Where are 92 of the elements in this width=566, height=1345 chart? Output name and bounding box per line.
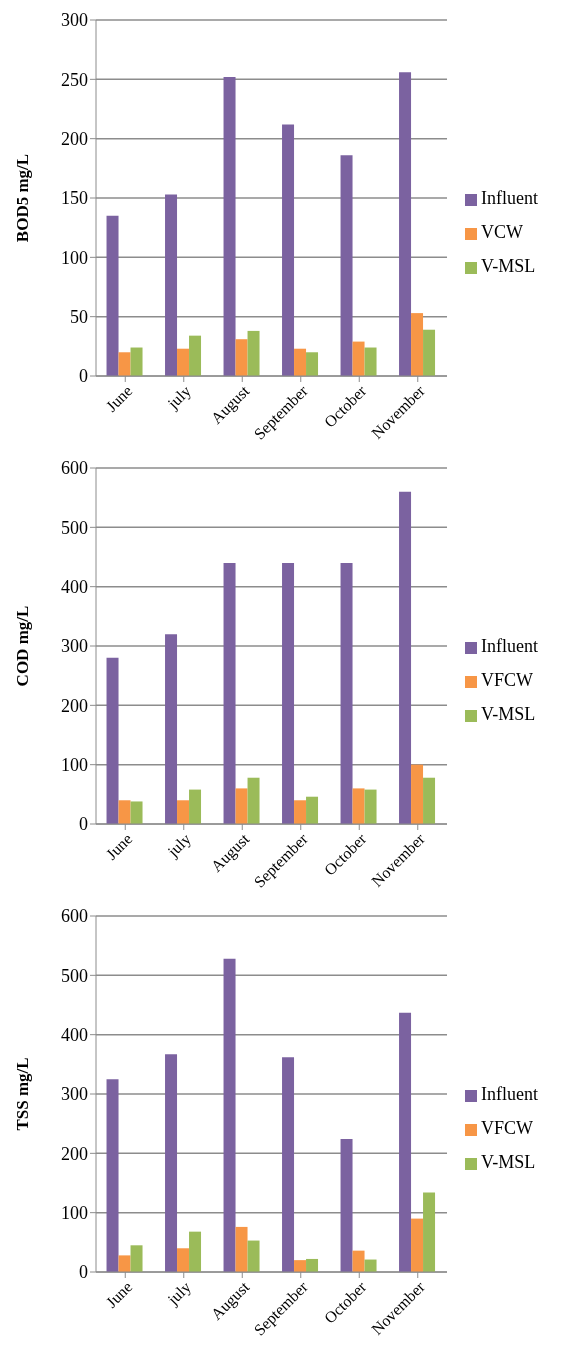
y-tick-label: 300: [61, 10, 88, 31]
bar: [411, 764, 424, 824]
x-tick-label: June: [102, 382, 136, 415]
bar: [165, 1054, 178, 1272]
y-tick-label: 300: [61, 1084, 88, 1105]
bar: [340, 562, 353, 824]
legend-label: VFCW: [481, 1118, 534, 1138]
y-tick-label: 400: [61, 1025, 88, 1046]
y-tick-label: 0: [79, 814, 88, 835]
bar: [165, 634, 178, 824]
y-tick-label: 100: [61, 247, 88, 268]
bar: [294, 348, 307, 376]
y-axis-title: TSS mg/L: [13, 1057, 33, 1131]
legend-label: Influent: [481, 636, 538, 656]
x-tick-label: June: [102, 830, 136, 863]
bar: [118, 352, 131, 376]
bar: [189, 1231, 202, 1272]
bar: [235, 788, 248, 824]
y-tick-label: 250: [61, 69, 88, 90]
bar: [130, 1245, 143, 1272]
bar: [235, 1226, 248, 1272]
y-tick-label: 600: [61, 458, 88, 479]
bar: [247, 777, 260, 824]
bar: [118, 800, 131, 824]
bar: [399, 72, 412, 376]
bar: [106, 215, 119, 376]
y-tick-label: 500: [61, 965, 88, 986]
bar: [165, 194, 178, 376]
y-tick-label: 500: [61, 517, 88, 538]
bar: [411, 313, 424, 376]
y-tick-label: 600: [61, 906, 88, 927]
bar: [247, 330, 260, 376]
legend-label: V-MSL: [481, 704, 536, 724]
bar: [306, 1258, 319, 1272]
y-tick-label: 200: [61, 695, 88, 716]
y-tick-label: 0: [79, 366, 88, 387]
legend-label: VCW: [481, 222, 524, 242]
bar: [247, 1240, 260, 1272]
y-tick-label: 150: [61, 188, 88, 209]
x-tick-label: july: [163, 830, 195, 862]
bar: [411, 1218, 424, 1272]
bar: [399, 1012, 412, 1272]
bar: [352, 1250, 365, 1272]
bar: [223, 76, 236, 376]
y-tick-label: 400: [61, 577, 88, 598]
bar: [423, 1192, 436, 1272]
bar: [189, 789, 202, 824]
bar: [282, 1057, 295, 1272]
bar: [177, 1248, 190, 1272]
bar: [294, 1260, 307, 1272]
bar: [235, 339, 248, 376]
bar: [118, 1255, 131, 1272]
legend-label: V-MSL: [481, 256, 536, 276]
y-tick-label: 100: [61, 755, 88, 776]
y-tick-label: 200: [61, 129, 88, 150]
bar: [399, 491, 412, 824]
bar: [306, 352, 319, 376]
bar: [364, 347, 377, 376]
y-tick-label: 0: [79, 1262, 88, 1283]
bar: [177, 348, 190, 376]
bar: [106, 657, 119, 824]
bar: [352, 341, 365, 376]
bar: [189, 335, 202, 376]
bar: [282, 124, 295, 376]
x-tick-label: June: [102, 1278, 136, 1311]
x-tick-label: july: [163, 1278, 195, 1310]
legend-label: VFCW: [481, 670, 534, 690]
x-tick-label: july: [163, 382, 195, 414]
bar: [106, 1079, 119, 1272]
bar: [340, 155, 353, 376]
bar: [306, 796, 319, 824]
bar: [282, 562, 295, 824]
y-axis-title: COD mg/L: [13, 605, 33, 687]
y-tick-label: 100: [61, 1203, 88, 1224]
bar: [352, 788, 365, 824]
bar: [294, 800, 307, 824]
y-tick-label: 200: [61, 1143, 88, 1164]
y-axis-title: BOD5 mg/L: [13, 153, 33, 243]
bar: [340, 1139, 353, 1272]
bar: [364, 789, 377, 824]
bar: [423, 329, 436, 376]
y-tick-label: 300: [61, 636, 88, 657]
legend-label: Influent: [481, 1084, 538, 1104]
bar: [130, 801, 143, 824]
legend-label: Influent: [481, 188, 538, 208]
bar: [130, 347, 143, 376]
bar: [423, 777, 436, 824]
bar: [177, 800, 190, 824]
y-tick-label: 50: [70, 307, 88, 328]
bar: [223, 958, 236, 1272]
legend-label: V-MSL: [481, 1152, 536, 1172]
bar: [223, 562, 236, 824]
